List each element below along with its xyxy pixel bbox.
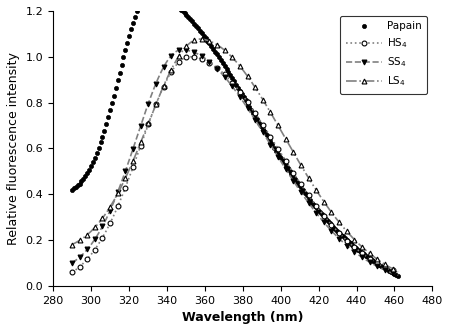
SS$_4$ <box>180 48 185 52</box>
HS$_4$ <box>188 55 193 59</box>
Line: HS$_4$: HS$_4$ <box>69 54 400 275</box>
LS$_4$ <box>197 37 202 41</box>
HS$_4$ <box>165 77 170 81</box>
SS$_4$ <box>218 71 224 74</box>
HS$_4$ <box>264 129 269 133</box>
X-axis label: Wavelength (nm): Wavelength (nm) <box>182 311 303 324</box>
Papain <box>166 0 172 2</box>
Line: Papain: Papain <box>70 0 400 278</box>
HS$_4$ <box>69 270 75 274</box>
Line: LS$_4$: LS$_4$ <box>69 37 400 274</box>
SS$_4$ <box>69 261 75 265</box>
Papain <box>264 133 269 137</box>
Papain <box>176 6 181 10</box>
LS$_4$ <box>218 45 224 49</box>
Y-axis label: Relative fluorescence intensity: Relative fluorescence intensity <box>7 52 20 245</box>
LS$_4$ <box>396 270 401 274</box>
Legend: Papain, HS$_4$, SS$_4$, LS$_4$: Papain, HS$_4$, SS$_4$, LS$_4$ <box>340 16 427 94</box>
SS$_4$ <box>165 59 170 63</box>
LS$_4$ <box>94 223 99 227</box>
LS$_4$ <box>69 243 75 247</box>
HS$_4$ <box>94 245 99 249</box>
SS$_4$ <box>245 106 250 110</box>
SS$_4$ <box>396 273 401 277</box>
HS$_4$ <box>174 62 180 66</box>
Papain <box>69 188 75 192</box>
LS$_4$ <box>245 74 250 78</box>
SS$_4$ <box>94 234 99 238</box>
SS$_4$ <box>174 49 180 53</box>
HS$_4$ <box>396 271 401 275</box>
Papain <box>94 151 99 155</box>
SS$_4$ <box>264 136 269 140</box>
Line: SS$_4$: SS$_4$ <box>69 47 400 278</box>
LS$_4$ <box>174 57 180 61</box>
HS$_4$ <box>245 100 250 104</box>
HS$_4$ <box>218 69 224 73</box>
LS$_4$ <box>264 104 269 108</box>
Papain <box>396 274 401 278</box>
LS$_4$ <box>165 75 170 79</box>
Papain <box>218 58 224 62</box>
Papain <box>245 102 250 106</box>
